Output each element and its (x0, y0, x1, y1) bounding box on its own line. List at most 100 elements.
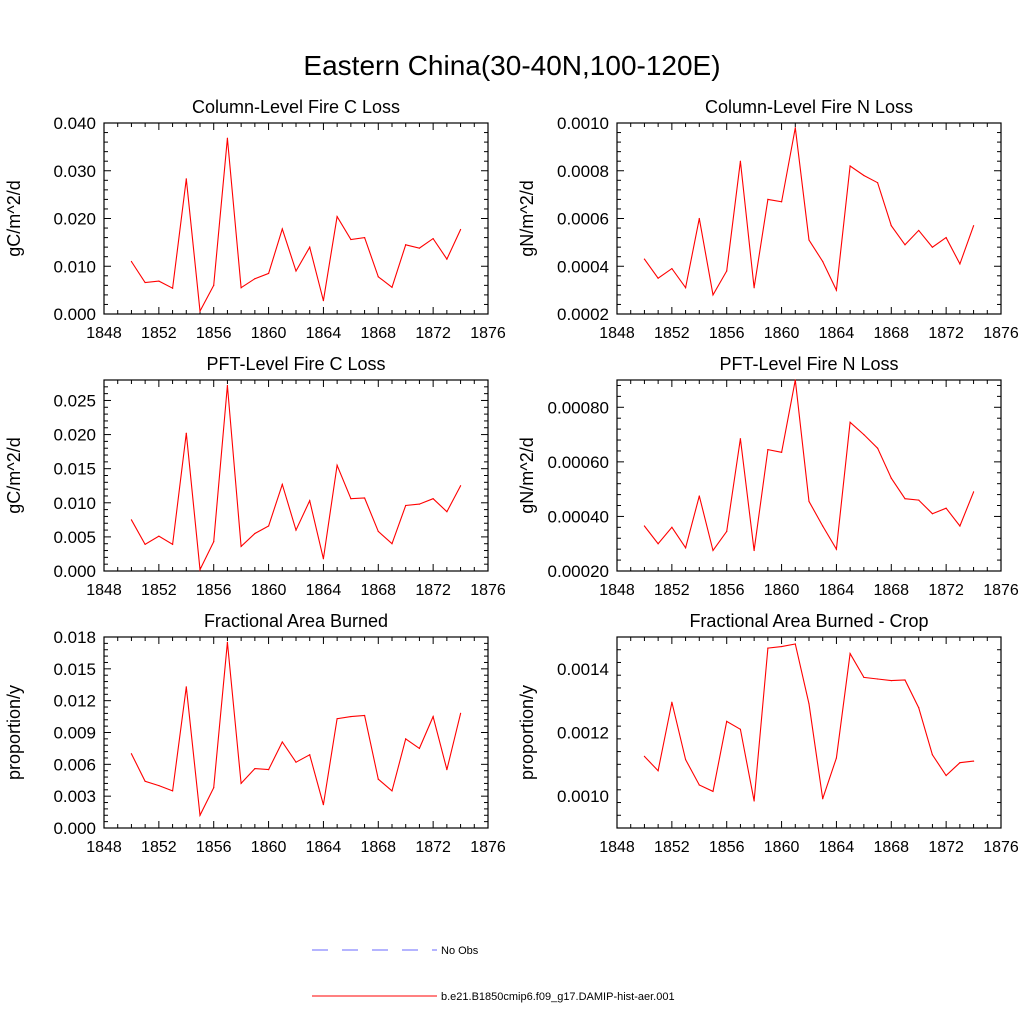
data-point (432, 715, 434, 718)
data-point (213, 787, 215, 789)
data-point (726, 530, 728, 533)
data-point (171, 543, 174, 545)
data-point (158, 784, 160, 787)
data-point (432, 498, 434, 500)
data-point (226, 641, 229, 643)
figure-title: Eastern China(30-40N,100-120E) (303, 50, 720, 81)
data-point (391, 790, 393, 792)
data-point (931, 246, 934, 248)
x-tick-label: 1860 (764, 582, 800, 599)
data-point (295, 761, 297, 763)
data-point (185, 686, 187, 688)
data-point (876, 447, 879, 449)
x-tick-label: 1872 (928, 839, 964, 856)
data-point (405, 738, 407, 740)
data-point (144, 543, 146, 545)
legend-label: No Obs (441, 945, 479, 957)
x-tick-label: 1864 (306, 839, 342, 856)
y-tick-label: 0.00020 (548, 562, 609, 581)
x-tick-label: 1860 (251, 839, 287, 856)
plot-frame (616, 379, 1002, 572)
data-point (767, 448, 769, 451)
data-point (890, 680, 892, 682)
x-tick-label: 1872 (928, 325, 964, 342)
panel-6: Fractional Area Burned - Crop proportion/… (517, 611, 1019, 856)
legend: No Obs b.e21.B1850cmip6.f09_g17.DAMIP-his… (312, 945, 675, 1003)
y-tick-label: 0.000 (53, 305, 96, 324)
data-point (726, 720, 728, 722)
panel-title: Fractional Area Burned (204, 611, 388, 631)
x-tick-label: 1864 (306, 325, 342, 342)
data-point (822, 525, 824, 527)
x-tick-label: 1872 (415, 582, 451, 599)
data-point (794, 379, 796, 381)
x-tick-label: 1852 (141, 839, 177, 856)
data-point (226, 384, 229, 387)
data-point (876, 678, 879, 680)
data-point (309, 754, 311, 756)
data-point (712, 549, 714, 552)
data-point (931, 513, 934, 515)
data-point (959, 263, 961, 265)
x-tick-label: 1856 (709, 582, 745, 599)
x-tick-label: 1868 (873, 839, 909, 856)
y-tick-label: 0.005 (53, 528, 96, 547)
data-point (391, 543, 393, 545)
x-tick-label: 1868 (360, 839, 396, 856)
data-point (199, 814, 201, 816)
data-point (295, 270, 297, 272)
y-tick-label: 0.0008 (557, 162, 609, 181)
x-tick-label: 1876 (470, 839, 506, 856)
panels: Column-Level Fire C Loss gC/m^2/d 1848 1852… (4, 97, 1019, 856)
data-point (377, 276, 379, 278)
data-point (657, 543, 659, 545)
data-point (459, 228, 462, 231)
data-point (739, 160, 742, 162)
data-point (213, 284, 215, 286)
data-point (835, 289, 838, 291)
y-tick-label: 0.040 (53, 114, 96, 133)
y-tick-label: 0.015 (53, 460, 96, 479)
data-point (794, 127, 796, 129)
data-point (698, 495, 700, 497)
panel-title: Fractional Area Burned - Crop (689, 611, 928, 631)
data-point (684, 287, 687, 289)
x-tick-label: 1848 (86, 839, 122, 856)
data-point (794, 643, 796, 645)
data-point (459, 712, 462, 715)
x-tick-label: 1856 (196, 582, 232, 599)
data-point (350, 238, 352, 241)
data-point (684, 758, 687, 761)
data-point (322, 804, 325, 806)
data-point (267, 272, 270, 275)
data-point (171, 287, 174, 289)
data-point (726, 270, 728, 272)
data-point (835, 757, 838, 759)
x-tick-label: 1860 (251, 582, 287, 599)
data-point (322, 558, 325, 560)
data-point (918, 499, 920, 501)
data-point (849, 421, 851, 423)
plot-frame (103, 379, 489, 572)
x-tick-label: 1860 (764, 325, 800, 342)
data-point (959, 762, 961, 764)
data-point (459, 485, 462, 487)
data-point (254, 532, 256, 535)
y-tick-label: 0.000 (53, 562, 96, 581)
x-tick-label: 1856 (196, 325, 232, 342)
data-point (240, 287, 242, 289)
data-point (643, 258, 646, 260)
data-point (130, 753, 133, 755)
y-tick-label: 0.0004 (557, 257, 609, 276)
data-point (918, 229, 920, 232)
x-tick-label: 1864 (819, 582, 855, 599)
panel-3: PFT-Level Fire C Loss gC/m^2/d 1848 1852 185… (4, 354, 506, 599)
data-point (240, 545, 242, 548)
x-tick-label: 1868 (360, 582, 396, 599)
data-point (863, 433, 865, 436)
data-point (671, 526, 673, 528)
data-point (405, 244, 407, 246)
data-point (890, 477, 892, 479)
data-point (767, 647, 769, 649)
